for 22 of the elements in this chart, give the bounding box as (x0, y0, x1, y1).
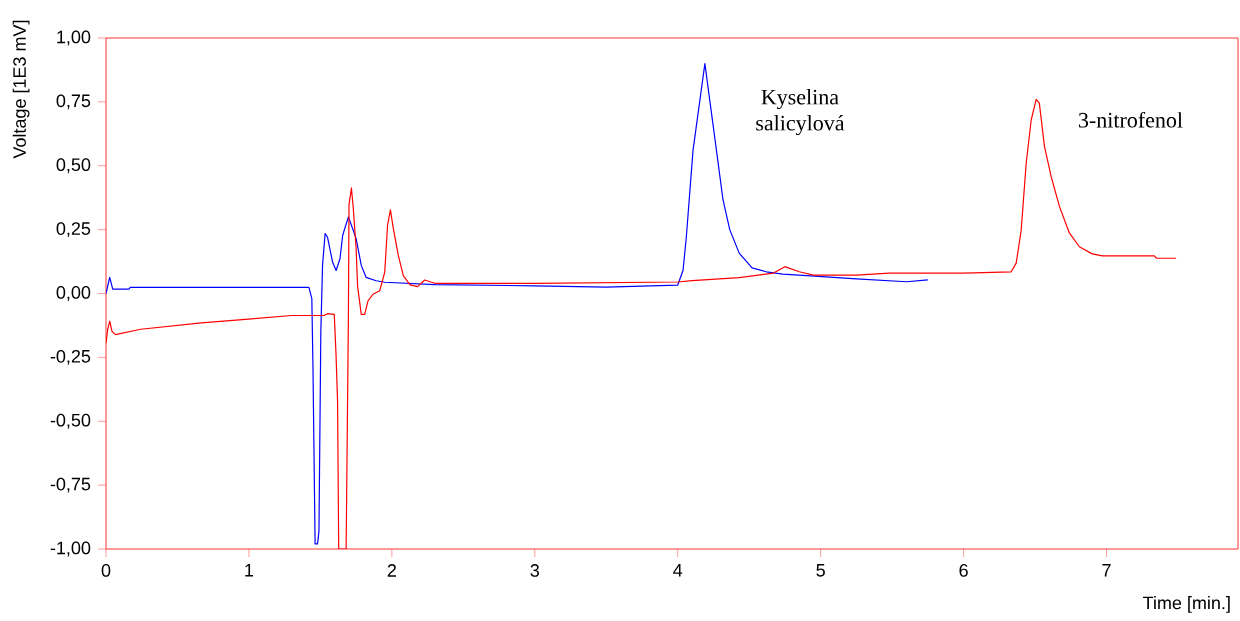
x-axis-title: Time [min.] (1143, 596, 1230, 613)
y-tick-label: 0,25 (56, 222, 91, 238)
y-tick-label: 0,50 (56, 158, 91, 174)
y-axis-title: Voltage [1E3 mV] (12, 20, 30, 159)
annotation: Kyselina salicylová (756, 89, 845, 136)
y-tick-label: -0,50 (50, 413, 91, 429)
line-series (106, 62, 929, 545)
y-tick-label: 0,00 (56, 286, 91, 301)
x-tick-label: 7 (1102, 564, 1111, 577)
x-tick-label: 6 (959, 564, 968, 577)
x-tick-label: 0 (101, 564, 111, 577)
x-tick-label: 1 (245, 564, 254, 577)
y-tick-label: -0,25 (50, 349, 91, 365)
annotation: 3-nitrofenol (1079, 111, 1183, 128)
x-tick-label: 5 (816, 564, 825, 577)
x-tick-label: 2 (387, 564, 396, 577)
y-tick-label: -1,00 (50, 541, 91, 557)
y-tick-label: 0,75 (56, 94, 91, 110)
y-tick-label: 1,00 (57, 30, 91, 46)
x-tick-label: 4 (673, 564, 683, 577)
x-tick-label: 3 (530, 564, 540, 577)
y-tick-label: -0,75 (50, 477, 91, 493)
